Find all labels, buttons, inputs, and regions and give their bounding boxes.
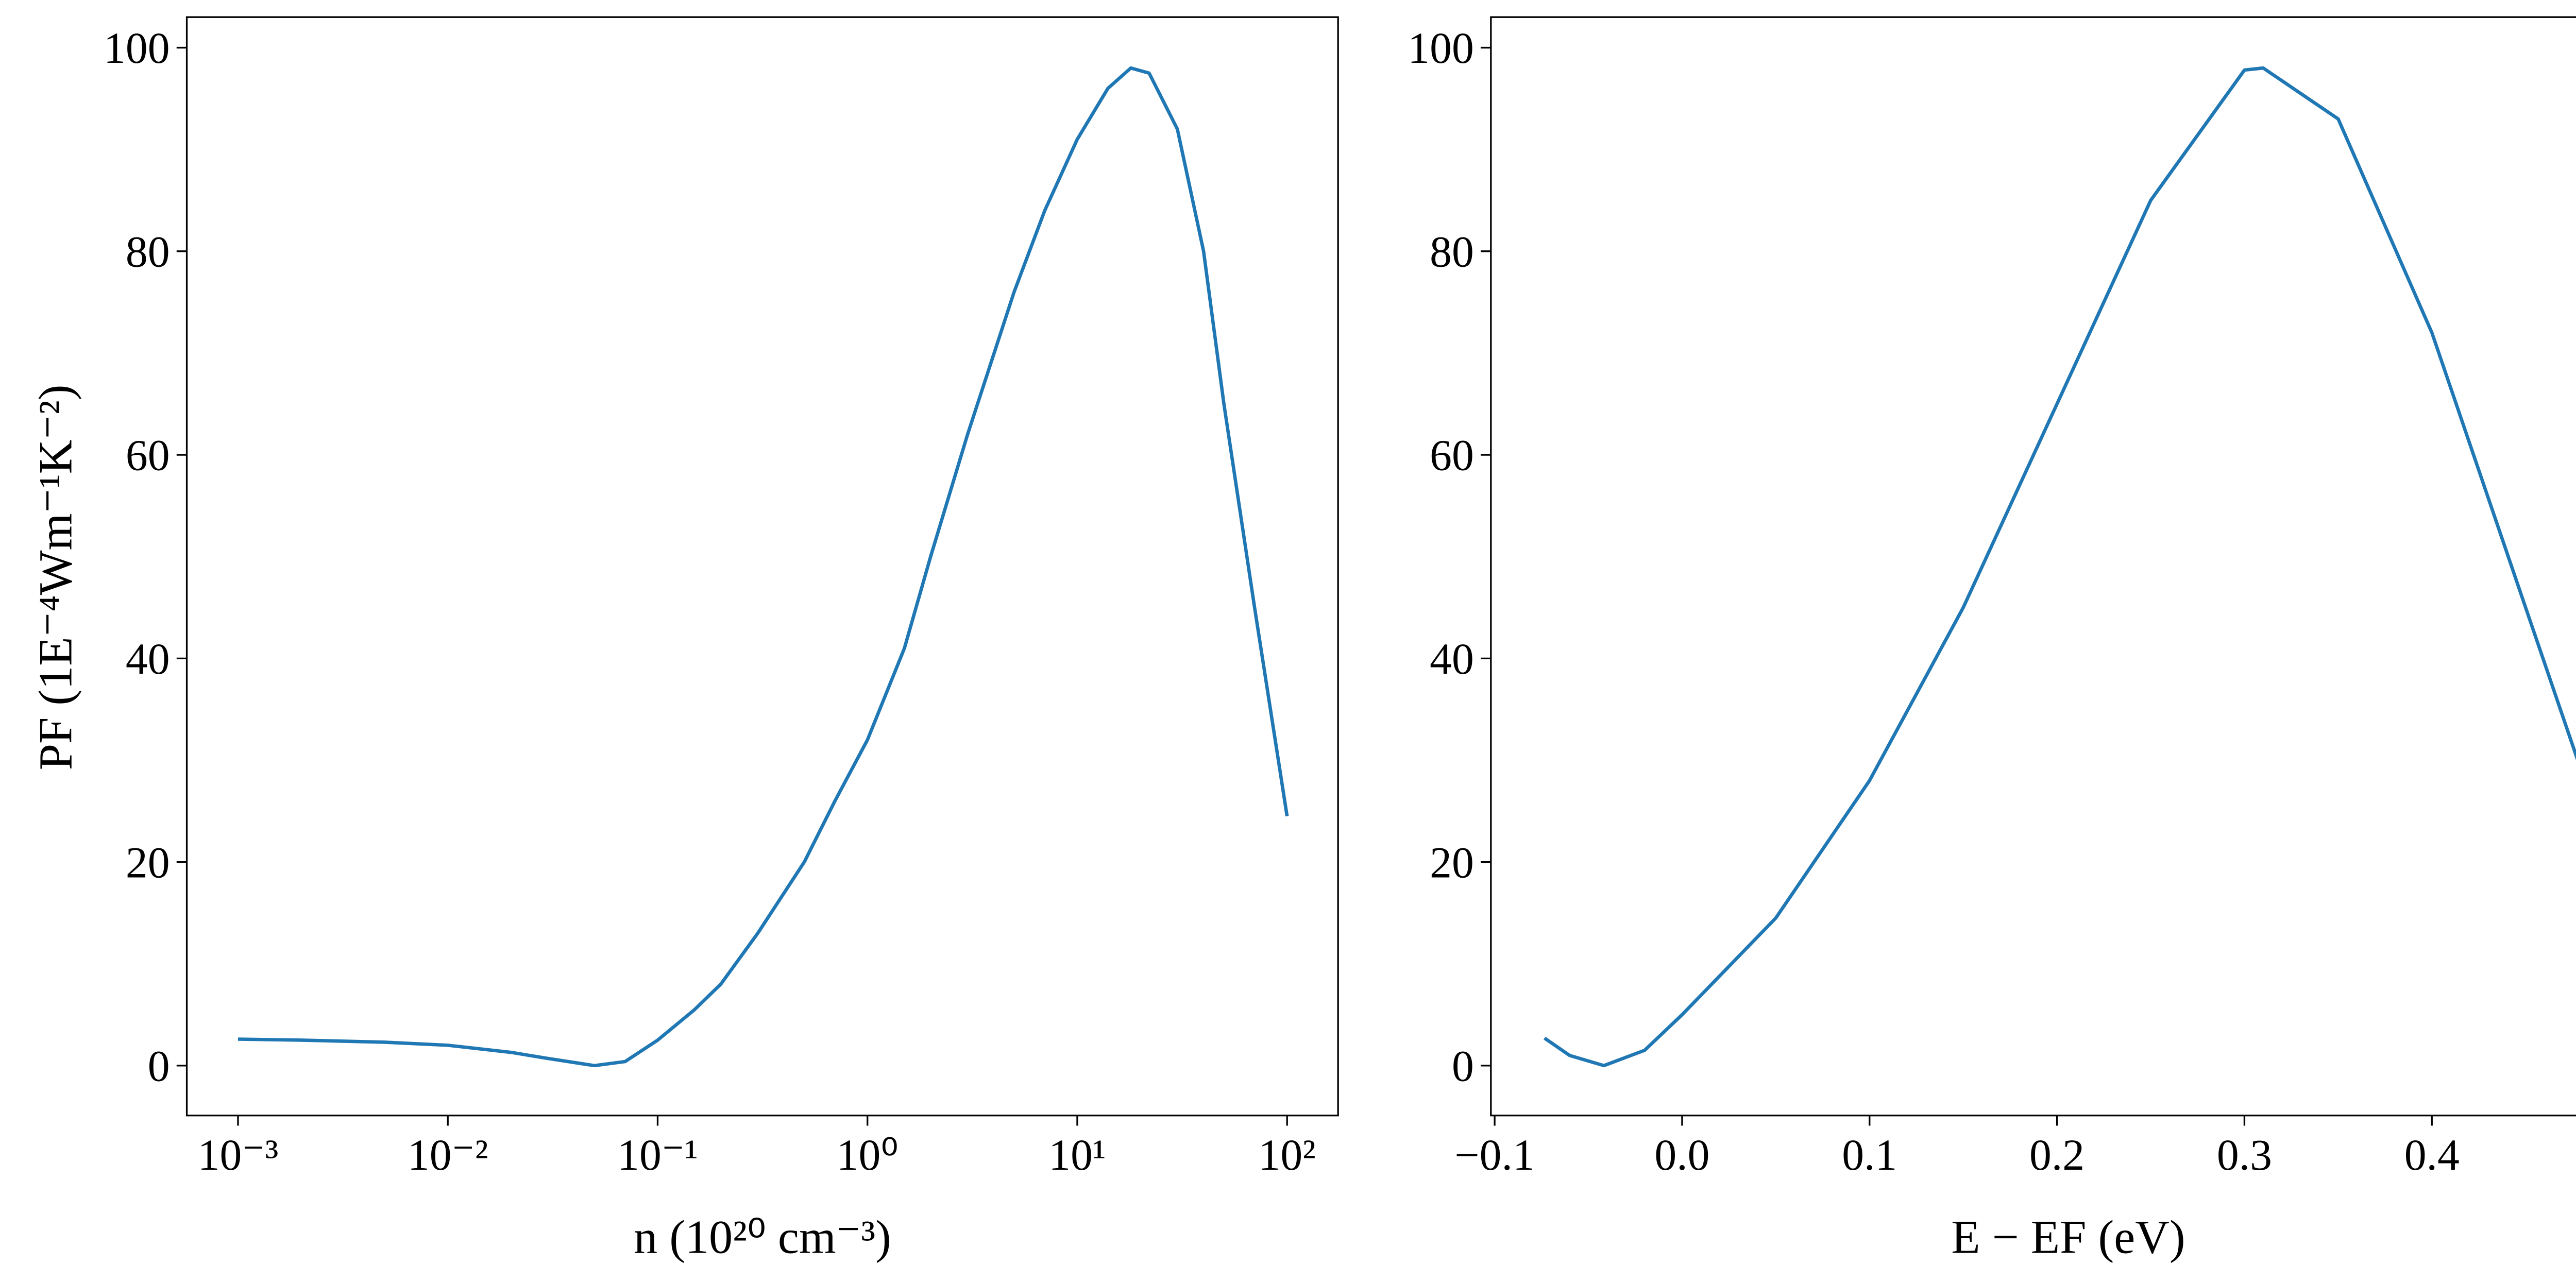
y-tick-label: 40 xyxy=(126,635,170,683)
y-tick-label: 80 xyxy=(126,227,170,276)
y-tick-label: 80 xyxy=(1430,227,1474,276)
x-tick-label: 0.3 xyxy=(2217,1131,2272,1180)
x-tick-label: 10⁻² xyxy=(408,1131,488,1180)
x-tick-label: 10² xyxy=(1259,1131,1316,1180)
x-tick-label: −0.1 xyxy=(1454,1131,1534,1180)
y-tick-label: 0 xyxy=(1452,1042,1474,1091)
y-tick-label: 100 xyxy=(104,24,170,73)
y-tick-label: 40 xyxy=(1430,635,1474,683)
y-tick-label: 60 xyxy=(126,431,170,480)
x-tick-label: 0.0 xyxy=(1654,1131,1709,1180)
y-tick-label: 0 xyxy=(148,1042,170,1091)
y-tick-label: 100 xyxy=(1408,24,1474,73)
x-tick-label: 0.4 xyxy=(2404,1131,2460,1180)
data-line xyxy=(238,66,1289,1068)
y-tick-label: 20 xyxy=(126,838,170,887)
data-line xyxy=(1543,66,2576,1068)
x-tick-label: 10¹ xyxy=(1048,1131,1106,1180)
plot-frame xyxy=(185,16,1339,1117)
x-tick-label: 0.2 xyxy=(2029,1131,2084,1180)
x-tick-label: 0.1 xyxy=(1842,1131,1897,1180)
x-axis-label: E − EF (eV) xyxy=(1951,1211,2185,1263)
x-axis-label: n (10²⁰ cm⁻³) xyxy=(634,1211,891,1263)
plot-frame xyxy=(1490,16,2576,1117)
y-axis-label: PF (1E⁻⁴Wm⁻¹K⁻²) xyxy=(29,385,81,771)
y-tick-label: 60 xyxy=(1430,431,1474,480)
y-tick-label: 20 xyxy=(1430,838,1474,887)
x-tick-label: 10⁰ xyxy=(837,1131,899,1180)
x-tick-label: 10⁻³ xyxy=(198,1131,279,1180)
x-tick-label: 10⁻¹ xyxy=(617,1131,698,1180)
